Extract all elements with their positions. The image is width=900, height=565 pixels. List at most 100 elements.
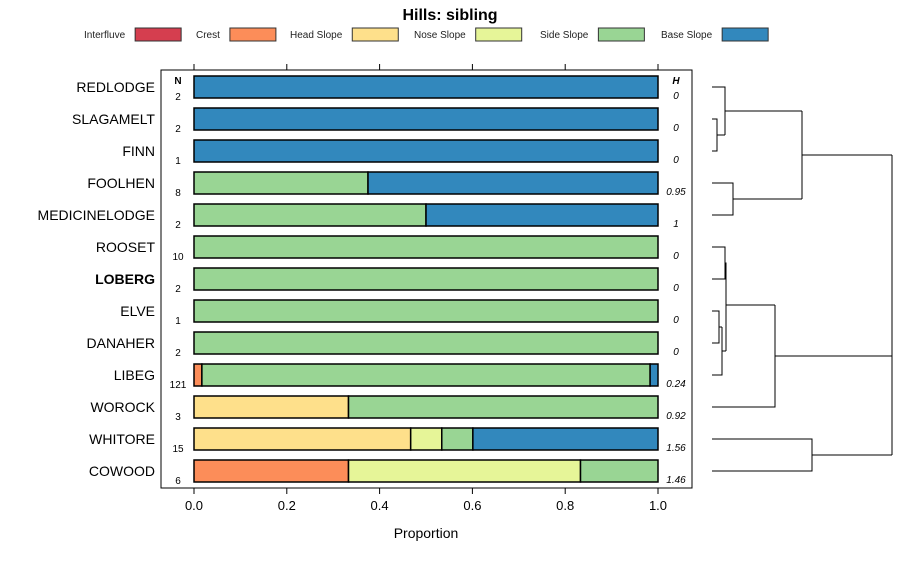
bar-segment-side-slope	[193, 203, 427, 227]
bar-row: LIBEG 121 0.24	[114, 363, 686, 391]
row-label: ROOSET	[96, 239, 156, 255]
legend-label: Base Slope	[661, 30, 713, 41]
h-value: 0	[673, 155, 679, 166]
bar-segment-nose-slope	[347, 459, 582, 483]
row-label: REDLODGE	[76, 79, 155, 95]
h-value: 0	[673, 283, 679, 294]
legend: Interfluve Crest Head Slope Nose Slope Side …	[84, 27, 769, 42]
x-axis: 0.0 0.2 0.4 0.6 0.8 1.0	[185, 64, 667, 513]
legend-label: Side Slope	[540, 30, 589, 41]
x-tick-label: 0.6	[463, 498, 481, 513]
row-label: ELVE	[120, 303, 155, 319]
bar-segment-side-slope	[193, 267, 659, 291]
bar-row: WHITORE 15 1.56	[89, 427, 686, 455]
bar-segment-nose-slope	[409, 427, 443, 451]
dendro-branch	[712, 155, 893, 472]
x-tick-label: 0.2	[278, 498, 296, 513]
h-value: 0.24	[666, 379, 686, 390]
bar-segment-base-slope	[472, 427, 659, 451]
x-tick-label: 0.8	[556, 498, 574, 513]
bar-segment-side-slope	[579, 459, 659, 483]
n-value: 2	[175, 348, 181, 359]
bar-segment-side-slope	[193, 299, 659, 323]
h-value: 0	[673, 347, 679, 358]
bar-row: FINN 1 0	[122, 139, 679, 167]
bar-segment-crest	[193, 459, 350, 483]
row-label: FINN	[122, 143, 155, 159]
x-tick-label: 1.0	[649, 498, 667, 513]
h-value: 1.46	[666, 475, 686, 486]
bar-row: ELVE 1 0	[120, 299, 679, 327]
row-label: MEDICINELODGE	[38, 207, 155, 223]
bar-row: SLAGAMELT 2 0	[72, 107, 679, 135]
bar-segment-base-slope	[425, 203, 659, 227]
x-axis-label: Proportion	[394, 525, 459, 541]
bar-segment-crest	[193, 363, 203, 387]
x-tick-label: 0.4	[371, 498, 389, 513]
row-label: LIBEG	[114, 367, 155, 383]
row-label: SLAGAMELT	[72, 111, 155, 127]
h-value: 1.56	[666, 443, 686, 454]
bar-segment-side-slope	[193, 171, 369, 195]
bar-segment-side-slope	[193, 235, 659, 259]
bar-row: COWOOD 6 1.46	[89, 459, 686, 487]
n-value: 6	[175, 476, 181, 487]
legend-swatch	[134, 27, 182, 42]
bar-row: ROOSET 10 0	[96, 235, 679, 263]
n-value: 2	[175, 124, 181, 135]
h-value: 0.92	[666, 411, 686, 422]
plot-panel	[160, 69, 693, 489]
legend-swatch	[597, 27, 645, 42]
row-label: WHITORE	[89, 431, 155, 447]
n-value: 121	[170, 380, 187, 391]
chart-title: Hills: sibling	[402, 7, 497, 24]
n-value: 2	[175, 92, 181, 103]
legend-swatch	[351, 27, 399, 42]
bar-segment-base-slope	[193, 139, 659, 163]
bar-segment-base-slope	[193, 107, 659, 131]
bar-segment-base-slope	[649, 363, 659, 387]
row-label: COWOOD	[89, 463, 155, 479]
bar-segment-base-slope	[193, 75, 659, 99]
dendrogram	[712, 86, 893, 472]
legend-swatch	[721, 27, 769, 42]
bar-row: LOBERG 2 0	[95, 267, 679, 295]
bar-segment-side-slope	[347, 395, 659, 419]
n-value: 2	[175, 284, 181, 295]
row-label: LOBERG	[95, 271, 155, 287]
bar-segment-head-slope	[193, 427, 412, 451]
dendro-branch	[712, 111, 892, 216]
h-header: H	[672, 76, 680, 87]
h-value: 0	[673, 123, 679, 134]
bar-row: WOROCK 3 0.92	[90, 395, 686, 423]
bar-row: FOOLHEN 8 0.95	[87, 171, 686, 199]
legend-label: Head Slope	[290, 30, 343, 41]
legend-label: Interfluve	[84, 30, 126, 41]
n-value: 3	[175, 412, 181, 423]
dendro-branch	[712, 246, 892, 408]
bar-segment-side-slope	[201, 363, 651, 387]
n-value: 15	[172, 444, 184, 455]
bar-row: DANAHER 2 0	[87, 331, 679, 359]
bar-row: REDLODGE 2 0	[76, 75, 679, 103]
h-value: 0.95	[666, 187, 686, 198]
h-value: 0	[673, 315, 679, 326]
n-value: 1	[175, 316, 181, 327]
row-label: DANAHER	[87, 335, 155, 351]
legend-swatch	[229, 27, 277, 42]
bar-segment-head-slope	[193, 395, 350, 419]
n-value: 8	[175, 188, 181, 199]
row-label: FOOLHEN	[87, 175, 155, 191]
n-value: 1	[175, 156, 181, 167]
legend-swatch	[475, 27, 523, 42]
x-tick-label: 0.0	[185, 498, 203, 513]
n-value: 2	[175, 220, 181, 231]
h-value: 0	[673, 251, 679, 262]
bar-segment-side-slope	[193, 331, 659, 355]
legend-label: Nose Slope	[414, 30, 466, 41]
row-label: WOROCK	[90, 399, 155, 415]
n-value: 10	[172, 252, 184, 263]
h-value: 0	[673, 91, 679, 102]
